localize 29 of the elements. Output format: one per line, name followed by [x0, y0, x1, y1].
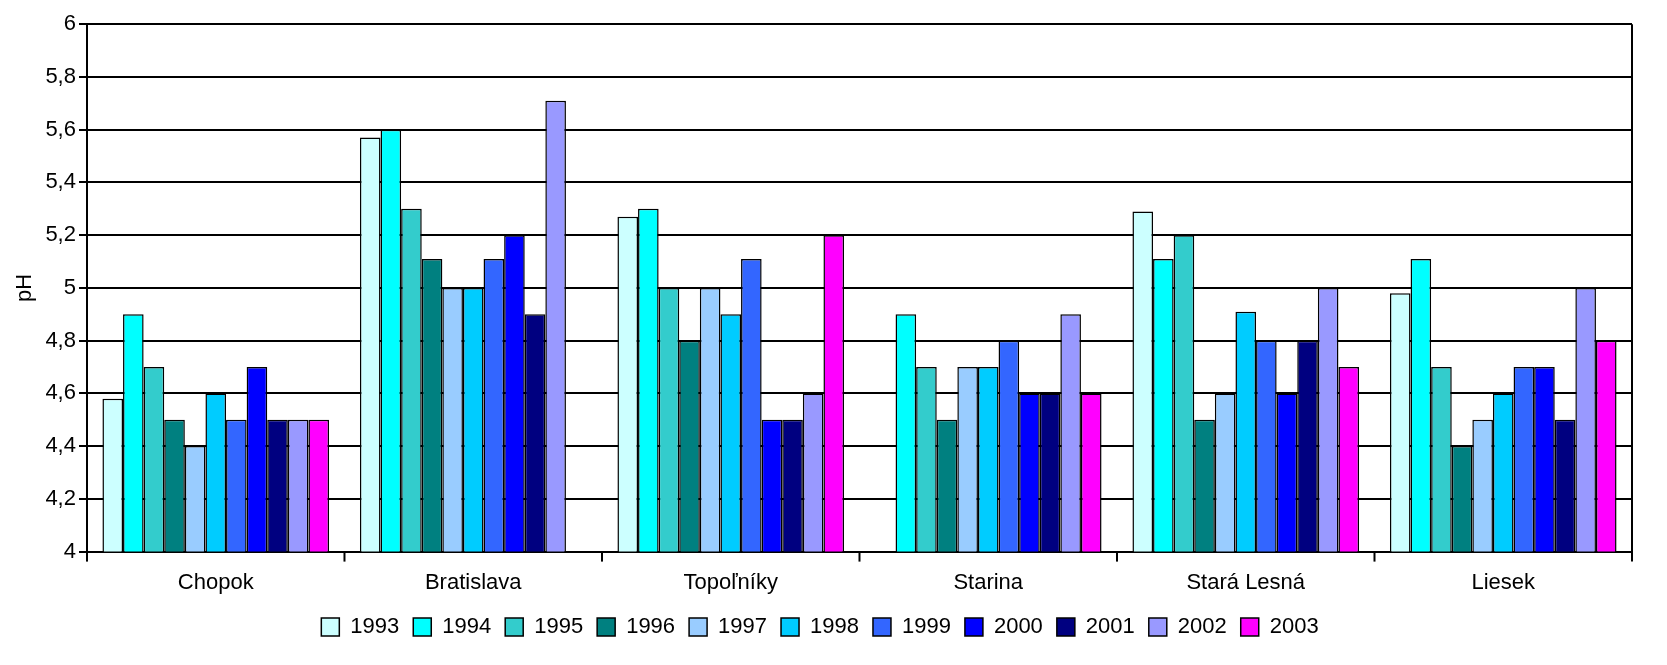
x-tick-label: Stará Lesná — [1186, 568, 1306, 594]
y-tick-label: 4 — [63, 537, 76, 563]
x-tick-label: Starina — [953, 568, 1024, 594]
x-tick-label: Liesek — [1471, 568, 1537, 594]
x-tick-label: Bratislava — [424, 568, 523, 594]
y-tick-label: 5,4 — [45, 168, 76, 194]
y-tick-label: 4,2 — [45, 484, 76, 510]
y-tick-label: 4,6 — [45, 379, 76, 405]
legend-label: 1996 — [626, 613, 676, 639]
y-tick-label: 5,8 — [45, 63, 76, 88]
legend-label: 2000 — [993, 613, 1043, 639]
legend-label: 1994 — [442, 613, 492, 639]
x-tick-label: Chopok — [177, 568, 255, 594]
y-axis-title: pH — [11, 273, 37, 302]
legend-label: 1993 — [350, 613, 400, 639]
y-tick-label: 5,2 — [45, 221, 76, 247]
legend-label: 1997 — [718, 613, 768, 639]
legend-label: 2001 — [1085, 613, 1135, 639]
y-tick-label: 5,6 — [45, 115, 76, 141]
x-tick-label: Topoľníky — [683, 568, 778, 594]
y-tick-label: 5 — [63, 273, 76, 299]
y-tick-label: 4,4 — [45, 432, 76, 458]
legend-label: 1998 — [810, 613, 859, 639]
y-tick-label: 4,8 — [45, 326, 76, 352]
legend-label: 2002 — [1177, 613, 1227, 639]
legend-label: 1995 — [534, 613, 584, 639]
legend-label: 1999 — [901, 613, 951, 639]
legend-label: 2003 — [1269, 613, 1319, 639]
y-tick-label: 6 — [63, 10, 76, 36]
